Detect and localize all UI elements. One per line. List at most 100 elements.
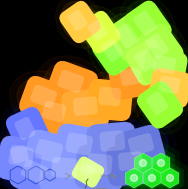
Ellipse shape [133, 76, 187, 134]
Ellipse shape [145, 53, 185, 84]
FancyBboxPatch shape [106, 144, 154, 186]
Ellipse shape [77, 149, 123, 187]
Ellipse shape [151, 73, 188, 103]
Polygon shape [147, 147, 175, 179]
Ellipse shape [0, 129, 58, 189]
Ellipse shape [71, 158, 105, 186]
Ellipse shape [26, 141, 104, 189]
Ellipse shape [108, 148, 152, 182]
Ellipse shape [120, 0, 176, 56]
FancyBboxPatch shape [146, 91, 168, 115]
FancyBboxPatch shape [149, 68, 188, 108]
Ellipse shape [146, 68, 188, 108]
Polygon shape [124, 166, 144, 189]
Ellipse shape [113, 152, 147, 178]
Ellipse shape [132, 43, 188, 94]
Ellipse shape [108, 14, 152, 62]
Ellipse shape [70, 144, 130, 189]
Ellipse shape [2, 135, 42, 175]
FancyBboxPatch shape [46, 61, 98, 109]
Ellipse shape [99, 34, 131, 70]
FancyBboxPatch shape [87, 153, 112, 175]
Polygon shape [27, 164, 45, 186]
Ellipse shape [99, 55, 161, 105]
Ellipse shape [94, 137, 166, 189]
Ellipse shape [62, 137, 138, 189]
FancyBboxPatch shape [79, 11, 121, 53]
Ellipse shape [34, 148, 96, 189]
Polygon shape [161, 168, 179, 188]
FancyBboxPatch shape [87, 79, 133, 121]
Ellipse shape [139, 48, 188, 88]
FancyBboxPatch shape [39, 149, 91, 189]
FancyBboxPatch shape [86, 122, 137, 168]
FancyBboxPatch shape [0, 136, 48, 184]
FancyBboxPatch shape [98, 87, 121, 106]
Ellipse shape [7, 107, 49, 153]
Ellipse shape [50, 67, 94, 103]
FancyBboxPatch shape [128, 133, 154, 155]
Ellipse shape [17, 77, 73, 123]
Ellipse shape [20, 161, 52, 189]
FancyBboxPatch shape [57, 70, 84, 93]
Polygon shape [134, 153, 152, 173]
Circle shape [158, 160, 164, 167]
FancyBboxPatch shape [153, 55, 176, 74]
Ellipse shape [69, 10, 91, 34]
Ellipse shape [16, 116, 40, 144]
Ellipse shape [78, 163, 98, 180]
FancyBboxPatch shape [125, 39, 171, 85]
Ellipse shape [49, 124, 111, 172]
Ellipse shape [2, 100, 54, 160]
Ellipse shape [132, 44, 164, 80]
Ellipse shape [56, 0, 104, 48]
Circle shape [167, 174, 174, 181]
FancyBboxPatch shape [19, 76, 71, 124]
Ellipse shape [68, 97, 102, 123]
FancyBboxPatch shape [75, 145, 125, 189]
Polygon shape [39, 162, 61, 188]
Ellipse shape [121, 33, 175, 91]
Ellipse shape [75, 161, 101, 183]
Polygon shape [129, 147, 157, 179]
Ellipse shape [139, 63, 188, 113]
Ellipse shape [147, 91, 173, 119]
Ellipse shape [39, 102, 70, 128]
Polygon shape [19, 155, 53, 189]
FancyBboxPatch shape [10, 145, 29, 163]
FancyBboxPatch shape [92, 28, 138, 76]
FancyBboxPatch shape [53, 124, 107, 172]
FancyBboxPatch shape [118, 151, 143, 171]
Ellipse shape [44, 62, 100, 108]
Polygon shape [152, 153, 170, 173]
Ellipse shape [27, 136, 74, 174]
Ellipse shape [104, 119, 176, 177]
Ellipse shape [67, 154, 109, 189]
Polygon shape [133, 151, 153, 175]
FancyBboxPatch shape [42, 101, 66, 122]
Ellipse shape [29, 93, 81, 137]
Polygon shape [151, 151, 171, 175]
Ellipse shape [135, 11, 161, 40]
Ellipse shape [32, 140, 68, 170]
Ellipse shape [41, 117, 119, 179]
Polygon shape [124, 141, 162, 185]
Ellipse shape [0, 130, 47, 180]
FancyBboxPatch shape [145, 33, 169, 58]
Ellipse shape [88, 23, 142, 81]
FancyBboxPatch shape [99, 130, 125, 152]
FancyBboxPatch shape [143, 48, 187, 88]
Ellipse shape [149, 56, 180, 80]
Ellipse shape [136, 48, 160, 76]
FancyBboxPatch shape [137, 81, 183, 129]
Ellipse shape [15, 157, 57, 189]
Ellipse shape [111, 65, 149, 95]
Polygon shape [42, 165, 58, 185]
FancyBboxPatch shape [67, 10, 88, 31]
Ellipse shape [29, 87, 61, 114]
FancyBboxPatch shape [87, 20, 108, 41]
Ellipse shape [8, 152, 64, 189]
Ellipse shape [106, 60, 154, 100]
Ellipse shape [83, 154, 118, 182]
Ellipse shape [63, 93, 107, 127]
